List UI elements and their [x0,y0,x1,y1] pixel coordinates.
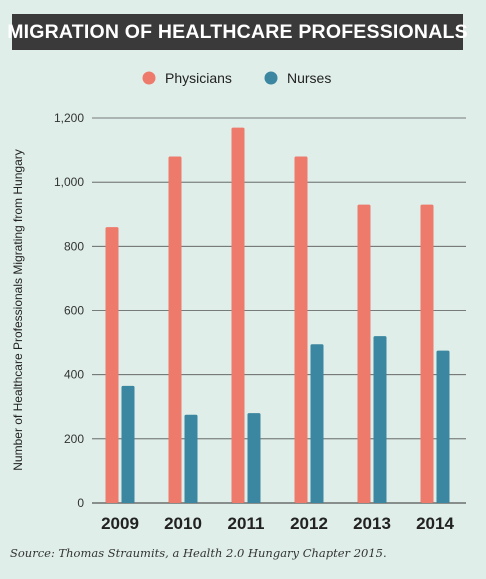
legend-marker-physicians [142,71,156,85]
nurses-bar-2012 [310,344,324,503]
physicians-bar-2013 [357,204,371,503]
nurses-bar-2013 [373,336,387,503]
nurses-bar-2010 [184,414,198,503]
nurses-bar-2009 [121,385,135,503]
nurses-bar-2014 [436,350,450,503]
y-tick-label: 1,200 [54,111,84,125]
y-tick-label: 200 [64,432,84,446]
source-note: Source: Thomas Straumits, a Health 2.0 H… [10,546,387,560]
x-tick-label: 2009 [101,514,139,533]
legend-label-physicians: Physicians [165,70,232,86]
physicians-bar-2014 [420,204,434,503]
x-tick-label: 2014 [416,514,454,533]
y-tick-label: 600 [64,304,84,318]
x-tick-label: 2012 [290,514,328,533]
x-tick-label: 2010 [164,514,202,533]
y-tick-label: 800 [64,239,84,253]
legend-label-nurses: Nurses [287,70,331,86]
x-tick-label: 2011 [228,514,265,533]
x-tick-label: 2013 [353,514,391,533]
y-tick-label: 1,000 [54,175,84,189]
y-axis-label: Number of Healthcare Professionals Migra… [11,149,25,470]
y-tick-label: 0 [77,496,84,510]
physicians-bar-2012 [294,156,308,503]
nurses-bar-2011 [247,413,261,503]
physicians-bar-2010 [168,156,182,503]
legend-marker-nurses [264,71,278,85]
physicians-bar-2011 [231,127,245,503]
physicians-bar-2009 [105,227,119,504]
y-tick-label: 400 [64,368,84,382]
chart-title: MIGRATION OF HEALTHCARE PROFESSIONALS [7,14,468,50]
